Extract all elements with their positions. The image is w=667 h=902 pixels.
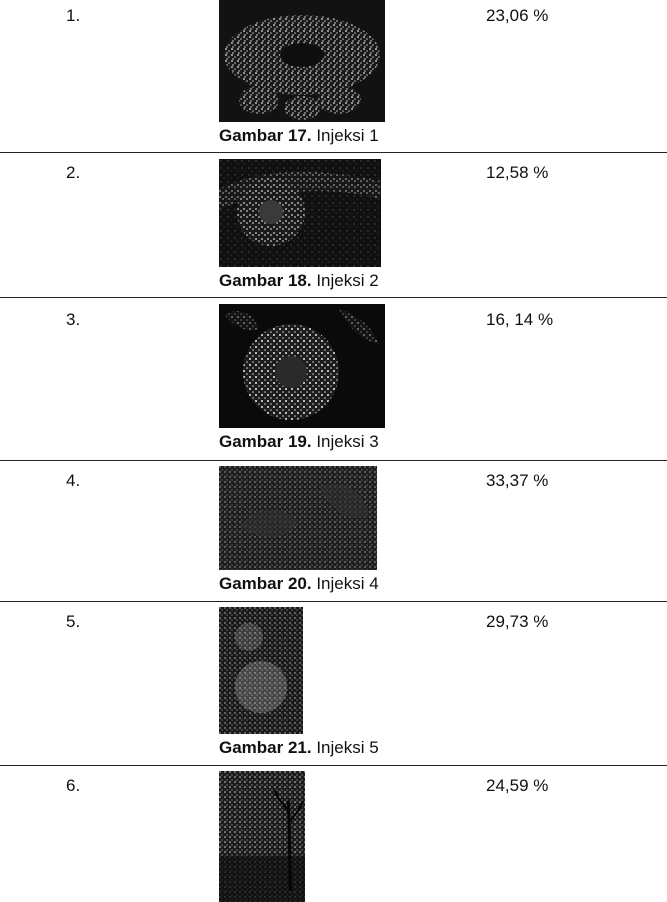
row-number: 6. (66, 776, 81, 795)
caption-text: Injeksi 1 (311, 126, 379, 145)
caption-text: Injeksi 3 (311, 432, 379, 451)
row-separator (0, 460, 667, 461)
percentage-value: 24,59 % (486, 776, 549, 795)
row-number: 4. (66, 471, 81, 490)
row-number: 3. (66, 310, 81, 329)
flower-noise-image (219, 0, 385, 122)
caption-label: Gambar 19. (219, 432, 312, 451)
row-number: 5. (66, 612, 81, 631)
caption-label: Gambar 20. (219, 574, 312, 593)
row-number: 2. (66, 163, 81, 182)
figure-caption: Gambar 21. Injeksi 5 (219, 738, 379, 758)
flower-noise-image (219, 607, 303, 734)
row-separator (0, 765, 667, 766)
figure-caption: Gambar 19. Injeksi 3 (219, 432, 379, 452)
caption-label: Gambar 18. (219, 271, 312, 290)
caption-label: Gambar 17. (219, 126, 312, 145)
caption-text: Injeksi 2 (311, 271, 379, 290)
percentage-value: 29,73 % (486, 612, 549, 631)
caption-text: Injeksi 4 (311, 574, 379, 593)
figure-caption: Gambar 17. Injeksi 1 (219, 126, 379, 146)
percentage-value: 12,58 % (486, 163, 549, 182)
flower-noise-image (219, 466, 377, 570)
figure-caption: Gambar 20. Injeksi 4 (219, 574, 379, 594)
percentage-value: 23,06 % (486, 6, 549, 25)
percentage-value: 33,37 % (486, 471, 549, 490)
caption-label: Gambar 21. (219, 738, 312, 757)
caption-text: Injeksi 5 (311, 738, 379, 757)
flower-noise-image (219, 159, 381, 267)
row-separator (0, 152, 667, 153)
flower-noise-image (219, 771, 305, 902)
flower-noise-image (219, 304, 385, 428)
percentage-value: 16, 14 % (486, 310, 554, 329)
figure-caption: Gambar 18. Injeksi 2 (219, 271, 379, 291)
row-separator (0, 601, 667, 602)
row-separator (0, 297, 667, 298)
row-number: 1. (66, 6, 81, 25)
